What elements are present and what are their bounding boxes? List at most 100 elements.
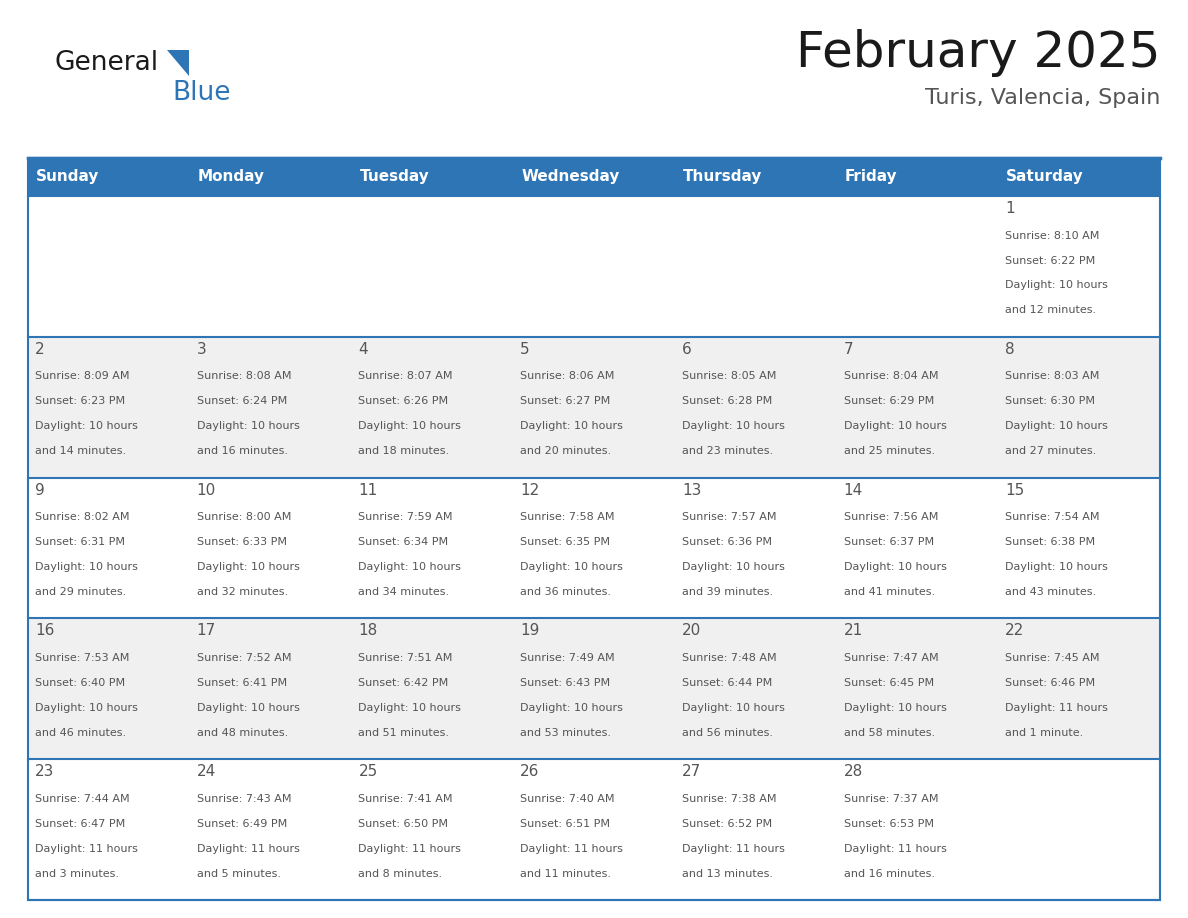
Text: and 25 minutes.: and 25 minutes. [843, 446, 935, 456]
Text: and 13 minutes.: and 13 minutes. [682, 868, 773, 879]
Text: and 11 minutes.: and 11 minutes. [520, 868, 611, 879]
Text: Daylight: 11 hours: Daylight: 11 hours [34, 844, 138, 854]
Text: Daylight: 10 hours: Daylight: 10 hours [520, 703, 623, 713]
Text: 10: 10 [197, 483, 216, 498]
Text: Daylight: 10 hours: Daylight: 10 hours [34, 562, 138, 572]
Text: 21: 21 [843, 623, 862, 638]
Text: Sunset: 6:47 PM: Sunset: 6:47 PM [34, 819, 125, 829]
Text: 18: 18 [359, 623, 378, 638]
Text: and 32 minutes.: and 32 minutes. [197, 588, 287, 597]
Text: and 3 minutes.: and 3 minutes. [34, 868, 119, 879]
Text: Sunset: 6:44 PM: Sunset: 6:44 PM [682, 677, 772, 688]
Text: 23: 23 [34, 764, 55, 779]
Text: Sunset: 6:43 PM: Sunset: 6:43 PM [520, 677, 611, 688]
Text: Sunset: 6:23 PM: Sunset: 6:23 PM [34, 397, 125, 407]
Text: Sunrise: 7:57 AM: Sunrise: 7:57 AM [682, 512, 776, 522]
Bar [352, 158, 513, 196]
Text: and 23 minutes.: and 23 minutes. [682, 446, 773, 456]
Text: Sunset: 6:45 PM: Sunset: 6:45 PM [843, 677, 934, 688]
Bar [29, 759, 1159, 900]
Text: and 36 minutes.: and 36 minutes. [520, 588, 611, 597]
Text: Sunset: 6:37 PM: Sunset: 6:37 PM [843, 537, 934, 547]
Text: Daylight: 10 hours: Daylight: 10 hours [359, 562, 461, 572]
Text: 7: 7 [843, 341, 853, 357]
Text: February 2025: February 2025 [796, 29, 1159, 77]
Text: 12: 12 [520, 483, 539, 498]
Text: Sunset: 6:41 PM: Sunset: 6:41 PM [197, 677, 286, 688]
Text: Sunrise: 7:41 AM: Sunrise: 7:41 AM [359, 794, 453, 804]
Text: Sunset: 6:27 PM: Sunset: 6:27 PM [520, 397, 611, 407]
Text: Sunset: 6:36 PM: Sunset: 6:36 PM [682, 537, 772, 547]
Bar [29, 158, 1159, 900]
Text: Daylight: 10 hours: Daylight: 10 hours [359, 421, 461, 431]
Text: Sunrise: 7:40 AM: Sunrise: 7:40 AM [520, 794, 614, 804]
Text: Monday: Monday [197, 170, 265, 185]
Text: Sunrise: 7:49 AM: Sunrise: 7:49 AM [520, 653, 614, 663]
Text: 17: 17 [197, 623, 216, 638]
Bar [29, 337, 1159, 477]
Text: 24: 24 [197, 764, 216, 779]
Text: 15: 15 [1005, 483, 1024, 498]
Text: Daylight: 10 hours: Daylight: 10 hours [197, 703, 299, 713]
Text: Daylight: 10 hours: Daylight: 10 hours [1005, 421, 1108, 431]
Text: Sunrise: 8:09 AM: Sunrise: 8:09 AM [34, 371, 129, 381]
Text: 13: 13 [682, 483, 701, 498]
Text: Sunrise: 7:59 AM: Sunrise: 7:59 AM [359, 512, 453, 522]
Text: Daylight: 10 hours: Daylight: 10 hours [682, 421, 785, 431]
Text: 8: 8 [1005, 341, 1015, 357]
Bar [29, 158, 190, 196]
Text: Daylight: 10 hours: Daylight: 10 hours [682, 562, 785, 572]
Text: 20: 20 [682, 623, 701, 638]
Text: and 14 minutes.: and 14 minutes. [34, 446, 126, 456]
Text: Sunrise: 7:43 AM: Sunrise: 7:43 AM [197, 794, 291, 804]
Text: and 56 minutes.: and 56 minutes. [682, 728, 773, 738]
Text: Turis, Valencia, Spain: Turis, Valencia, Spain [924, 88, 1159, 108]
Text: Sunrise: 7:45 AM: Sunrise: 7:45 AM [1005, 653, 1100, 663]
Text: and 29 minutes.: and 29 minutes. [34, 588, 126, 597]
Text: Sunrise: 8:00 AM: Sunrise: 8:00 AM [197, 512, 291, 522]
Text: 3: 3 [197, 341, 207, 357]
Text: 16: 16 [34, 623, 55, 638]
Text: Daylight: 10 hours: Daylight: 10 hours [1005, 562, 1108, 572]
Text: and 5 minutes.: and 5 minutes. [197, 868, 280, 879]
Text: Sunset: 6:22 PM: Sunset: 6:22 PM [1005, 255, 1095, 265]
Text: and 16 minutes.: and 16 minutes. [197, 446, 287, 456]
Text: Daylight: 10 hours: Daylight: 10 hours [682, 703, 785, 713]
Text: Sunrise: 7:53 AM: Sunrise: 7:53 AM [34, 653, 129, 663]
Text: Sunrise: 7:58 AM: Sunrise: 7:58 AM [520, 512, 614, 522]
Text: 6: 6 [682, 341, 691, 357]
Bar [675, 158, 836, 196]
Text: 26: 26 [520, 764, 539, 779]
Text: and 43 minutes.: and 43 minutes. [1005, 588, 1097, 597]
Text: Sunset: 6:30 PM: Sunset: 6:30 PM [1005, 397, 1095, 407]
Text: Daylight: 10 hours: Daylight: 10 hours [359, 703, 461, 713]
Text: Sunset: 6:46 PM: Sunset: 6:46 PM [1005, 677, 1095, 688]
Text: Daylight: 11 hours: Daylight: 11 hours [682, 844, 785, 854]
Text: 28: 28 [843, 764, 862, 779]
Text: 1: 1 [1005, 201, 1015, 216]
Text: Blue: Blue [172, 80, 230, 106]
Text: Friday: Friday [845, 170, 897, 185]
Text: Sunrise: 8:06 AM: Sunrise: 8:06 AM [520, 371, 614, 381]
Text: Daylight: 10 hours: Daylight: 10 hours [1005, 281, 1108, 290]
Text: and 51 minutes.: and 51 minutes. [359, 728, 449, 738]
Text: 22: 22 [1005, 623, 1024, 638]
Text: and 34 minutes.: and 34 minutes. [359, 588, 449, 597]
Text: 9: 9 [34, 483, 45, 498]
Text: and 8 minutes.: and 8 minutes. [359, 868, 443, 879]
Bar [998, 158, 1159, 196]
Text: Sunset: 6:29 PM: Sunset: 6:29 PM [843, 397, 934, 407]
Text: Sunrise: 8:02 AM: Sunrise: 8:02 AM [34, 512, 129, 522]
Bar [190, 158, 352, 196]
Text: Sunset: 6:31 PM: Sunset: 6:31 PM [34, 537, 125, 547]
Bar [29, 477, 1159, 619]
Text: Wednesday: Wednesday [522, 170, 620, 185]
Text: Daylight: 11 hours: Daylight: 11 hours [197, 844, 299, 854]
Text: Sunset: 6:33 PM: Sunset: 6:33 PM [197, 537, 286, 547]
Text: General: General [55, 50, 159, 76]
Text: Sunrise: 8:04 AM: Sunrise: 8:04 AM [843, 371, 939, 381]
Text: Thursday: Thursday [683, 170, 763, 185]
Text: and 53 minutes.: and 53 minutes. [520, 728, 611, 738]
Text: Sunrise: 7:48 AM: Sunrise: 7:48 AM [682, 653, 777, 663]
Polygon shape [168, 50, 189, 76]
